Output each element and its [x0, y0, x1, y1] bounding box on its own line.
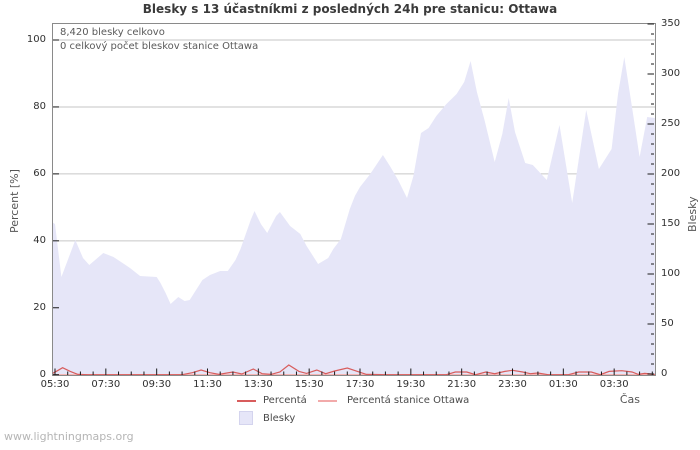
x-tick-label: 17:30	[345, 379, 375, 390]
x-tick-label: 07:30	[91, 379, 121, 390]
annotation-station-strikes: 0 celkový počet bleskov stanice Ottawa	[60, 41, 259, 52]
y-right-tick-label: 50	[661, 318, 674, 329]
y-left-tick-label: 0	[39, 368, 46, 380]
legend-swatch-percenta	[237, 400, 256, 402]
annotation-total-strikes: 8,420 blesky celkovo	[60, 27, 165, 38]
x-tick-label: 09:30	[142, 379, 172, 390]
x-tick-label: 15:30	[294, 379, 324, 390]
y-left-tick-label: 20	[33, 301, 46, 313]
x-axis-title: Čas	[619, 393, 640, 406]
y-right-tick-label: 100	[661, 268, 681, 279]
plot-frame	[52, 23, 656, 376]
legend-label-blesky: Blesky	[263, 413, 296, 424]
watermark-link[interactable]: www.lightningmaps.org	[4, 430, 134, 443]
x-tick-label: 13:30	[243, 379, 273, 390]
y-right-tick-label: 150	[661, 218, 681, 229]
x-tick-label: 11:30	[193, 379, 222, 390]
y-left-tick-label: 40	[33, 234, 46, 246]
x-tick-label: 23:30	[498, 379, 527, 390]
legend-swatch-blesky	[239, 411, 253, 425]
x-tick-label: 05:30	[40, 379, 70, 390]
left-axis-title: Percent [%]	[8, 169, 21, 233]
chart-title: Blesky s 13 účastníkmi z posledných 24h …	[142, 2, 558, 16]
percenta-line-series	[52, 364, 655, 376]
x-tick-label: 19:30	[396, 379, 426, 390]
legend-swatch-percenta-stanice	[318, 400, 337, 402]
y-left-tick-label: 80	[33, 100, 46, 112]
x-tick-label: 21:30	[447, 379, 477, 390]
y-left-tick-label: 100	[26, 34, 46, 45]
right-axis-title: Blesky	[686, 196, 699, 232]
plot-area	[52, 23, 656, 376]
legend-label-percenta-stanice: Percentá stanice Ottawa	[347, 395, 470, 406]
x-tick-label: 03:30	[599, 379, 629, 390]
y-left-tick-label: 60	[33, 167, 46, 179]
legend-label-percenta: Percentá	[263, 395, 307, 406]
y-right-tick-label: 300	[661, 68, 681, 79]
y-right-tick-label: 200	[661, 168, 681, 179]
x-tick-label: 01:30	[548, 379, 578, 390]
y-right-tick-label: 350	[661, 18, 681, 29]
y-right-tick-label: 0	[661, 368, 668, 379]
y-right-tick-label: 250	[661, 118, 681, 129]
blesky-area-series	[52, 57, 655, 374]
